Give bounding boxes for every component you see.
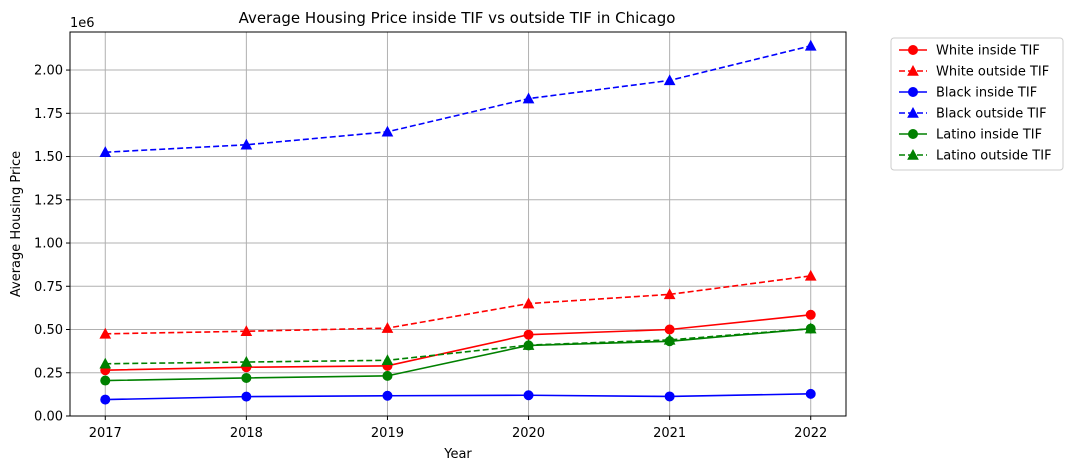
plot-frame: [69, 31, 847, 417]
legend-entry: White inside TIF: [899, 44, 1040, 59]
series-black-inside-tif: [100, 388, 816, 405]
legend-label: Latino inside TIF: [936, 128, 1042, 143]
legend-label: White inside TIF: [936, 44, 1040, 59]
legend: White inside TIF White outside TIF Black i…: [890, 37, 1064, 171]
x-tick-label: 2019: [371, 426, 404, 441]
legend-entry: White outside TIF: [899, 65, 1049, 80]
y-axis-title: Average Housing Price: [9, 151, 24, 297]
legend-label: Black outside TIF: [936, 107, 1047, 122]
data-point: [240, 138, 253, 150]
data-point: [99, 357, 112, 369]
data-point: [522, 92, 535, 104]
data-point: [523, 390, 534, 401]
y-tick-label: 0.00: [34, 410, 63, 425]
legend-marker: [907, 106, 919, 118]
y-tick-label: 0.75: [34, 280, 63, 295]
y-tick-label: 1.25: [34, 193, 63, 208]
x-tick-label: 2021: [653, 426, 686, 441]
data-point: [804, 322, 817, 334]
series-white-outside-tif: [99, 269, 817, 339]
x-tick-label: 2018: [230, 426, 263, 441]
data-point: [381, 125, 394, 137]
legend-frame: [890, 37, 1064, 171]
data-point: [522, 297, 535, 309]
y-tick-label: 0.50: [34, 323, 63, 338]
x-tick-label: 2020: [512, 426, 545, 441]
series-white-inside-tif: [100, 309, 816, 376]
y-axis-offset-label: 1e6: [70, 16, 95, 31]
data-point: [99, 327, 112, 339]
data-point: [664, 391, 675, 402]
series-layer: [99, 39, 817, 405]
data-point: [522, 339, 535, 350]
y-tick-label: 2.00: [34, 64, 63, 79]
legend-label: Latino outside TIF: [936, 149, 1052, 164]
data-point: [381, 354, 394, 366]
data-point: [241, 391, 252, 402]
legend-marker: [908, 87, 918, 97]
y-tick-label: 1.75: [34, 107, 63, 122]
grid-lines: [70, 32, 846, 417]
data-point: [523, 329, 534, 340]
data-point: [804, 39, 817, 51]
data-point: [805, 309, 816, 320]
axis-ticks: 2017 2018 2019 2020 2021 2022 0.00 0.25 0.50 0.75…: [34, 64, 827, 441]
legend-marker: [907, 64, 919, 76]
legend-entry: Latino outside TIF: [899, 149, 1052, 164]
series-line: [105, 275, 811, 335]
data-point: [382, 390, 393, 401]
data-point: [99, 146, 112, 157]
data-point: [240, 325, 253, 336]
data-point: [100, 394, 111, 405]
data-point: [663, 74, 676, 86]
data-point: [381, 322, 394, 333]
legend-entry: Black inside TIF: [899, 86, 1037, 101]
chart-title: Average Housing Price inside TIF vs outs…: [239, 9, 676, 27]
x-axis-title: Year: [443, 447, 472, 462]
series-line: [105, 393, 811, 401]
series-black-outside-tif: [99, 39, 817, 157]
legend-label: Black inside TIF: [936, 86, 1037, 101]
series-line: [105, 314, 811, 371]
data-point: [240, 355, 253, 367]
legend-marker: [908, 45, 918, 55]
series-line: [105, 327, 811, 365]
data-point: [805, 388, 816, 399]
legend-marker: [908, 129, 918, 139]
series-latino-inside-tif: [100, 323, 816, 386]
data-point: [241, 372, 252, 383]
data-point: [100, 375, 111, 386]
y-tick-label: 0.25: [34, 366, 63, 381]
legend-label: White outside TIF: [936, 65, 1049, 80]
data-point: [663, 288, 676, 300]
y-tick-label: 1.00: [34, 237, 63, 252]
series-latino-outside-tif: [99, 322, 817, 369]
x-tick-label: 2022: [794, 426, 827, 441]
data-point: [663, 333, 676, 345]
legend-entry: Black outside TIF: [899, 107, 1047, 122]
data-point: [804, 269, 817, 281]
y-tick-label: 1.50: [34, 150, 63, 165]
x-tick-label: 2017: [89, 426, 122, 441]
legend-marker: [907, 148, 919, 160]
series-line: [105, 45, 811, 154]
data-point: [382, 370, 393, 381]
series-line: [105, 327, 811, 382]
legend-entry: Latino inside TIF: [899, 128, 1042, 143]
data-point: [664, 324, 675, 335]
